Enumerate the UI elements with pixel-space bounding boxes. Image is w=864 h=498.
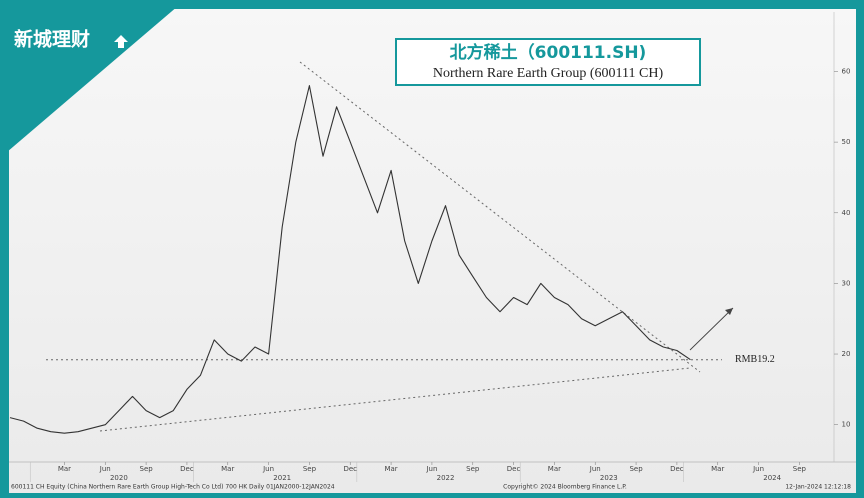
x-tick-label: Sep xyxy=(629,465,643,473)
reference-label: RMB19.2 xyxy=(735,354,775,365)
footer-center: Copyright© 2024 Bloomberg Finance L.P. xyxy=(503,484,627,491)
trend-line xyxy=(99,367,691,432)
chart-subtitle: Northern Rare Earth Group (600111 CH) xyxy=(433,66,664,81)
x-tick-label: Jun xyxy=(425,465,437,473)
x-tick-label: Jun xyxy=(262,465,274,473)
x-tick-label: Mar xyxy=(221,465,234,473)
year-label: 2020 xyxy=(110,474,128,482)
x-tick-label: Sep xyxy=(140,465,154,473)
y-tick-label: 10 xyxy=(842,421,851,429)
chart-title: 北方稀土（600111.SH) xyxy=(450,42,647,63)
x-tick-label: Sep xyxy=(466,465,480,473)
x-tick-label: Jun xyxy=(589,465,601,473)
trend-line xyxy=(299,61,701,373)
x-tick-label: Dec xyxy=(343,465,357,473)
x-tick-label: Jun xyxy=(99,465,111,473)
logo-icon xyxy=(114,35,128,48)
x-tick-label: Sep xyxy=(793,465,807,473)
y-tick-label: 50 xyxy=(842,138,851,146)
title-box xyxy=(395,38,701,86)
y-tick-label: 30 xyxy=(842,279,851,287)
x-tick-label: Mar xyxy=(384,465,397,473)
year-label: 2022 xyxy=(437,474,455,482)
y-tick-label: 40 xyxy=(842,209,851,217)
logo: 新城理财 xyxy=(14,28,90,51)
x-tick-label: Dec xyxy=(670,465,684,473)
x-tick-label: Sep xyxy=(303,465,317,473)
year-label: 2024 xyxy=(763,474,781,482)
x-tick-label: Mar xyxy=(58,465,71,473)
x-tick-label: Dec xyxy=(507,465,521,473)
x-tick-label: Dec xyxy=(180,465,194,473)
logo-corner xyxy=(0,0,185,158)
year-label: 2021 xyxy=(273,474,291,482)
arrow-head xyxy=(725,308,733,315)
footer-right: 12-Jan-2024 12:12:18 xyxy=(785,484,851,491)
arrow xyxy=(689,307,734,351)
y-tick-label: 60 xyxy=(842,67,851,75)
x-tick-label: Mar xyxy=(711,465,724,473)
year-label: 2023 xyxy=(600,474,618,482)
footer-left: 600111 CH Equity (China Northern Rare Ea… xyxy=(11,484,335,491)
y-tick-label: 20 xyxy=(842,350,851,358)
price-line xyxy=(9,85,691,434)
x-tick-label: Mar xyxy=(548,465,561,473)
x-tick-label: Jun xyxy=(752,465,764,473)
